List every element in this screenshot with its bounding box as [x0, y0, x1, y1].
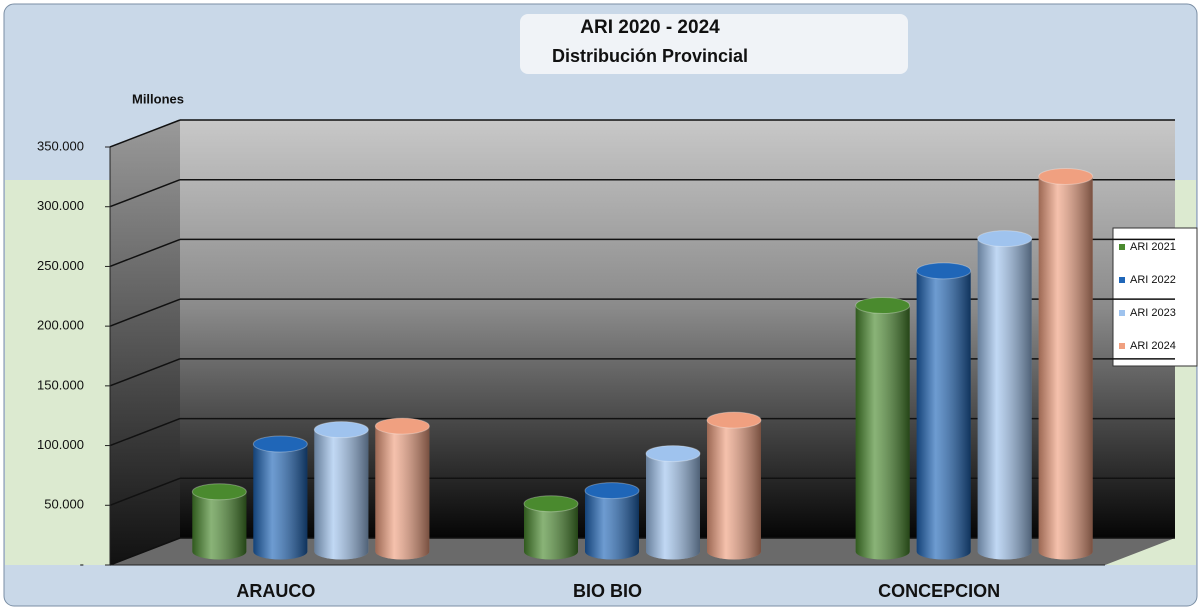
bar	[977, 230, 1033, 560]
bar	[855, 296, 911, 560]
x-tick-label: ARAUCO	[236, 581, 315, 601]
legend-swatch	[1119, 244, 1125, 250]
cylinder-shade	[192, 491, 247, 560]
legend	[1112, 227, 1198, 367]
cylinder-top	[313, 421, 369, 439]
cylinder-shade	[707, 420, 761, 560]
cylinder-top	[191, 483, 247, 501]
y-tick-label: 100.000	[37, 437, 84, 452]
cylinder-shade	[977, 238, 1032, 560]
legend-label: ARI 2021	[1130, 241, 1176, 253]
cylinder-shade	[585, 490, 639, 560]
cylinder-top	[855, 296, 911, 314]
cylinder-top	[374, 417, 430, 435]
bar	[706, 411, 762, 560]
chart-subtitle: Distribución Provincial	[552, 46, 748, 66]
cylinder-top	[916, 262, 972, 280]
chart-title: ARI 2020 - 2024	[580, 17, 720, 38]
grid-line	[109, 477, 181, 506]
cylinder-shade	[375, 426, 430, 560]
grid-line	[109, 238, 181, 268]
bar	[584, 482, 640, 560]
cylinder-shade	[646, 453, 700, 560]
y-tick-label: 350.000	[37, 138, 84, 153]
cylinder-top	[252, 435, 308, 453]
cylinder-shade	[314, 429, 369, 560]
y-tick-label: -	[80, 556, 84, 571]
grid-line	[109, 537, 181, 566]
legend-label: ARI 2024	[1130, 340, 1176, 352]
cylinder-top	[706, 411, 762, 429]
bar	[191, 483, 247, 560]
x-tick-label: CONCEPCION	[878, 581, 1000, 601]
legend-swatch	[1119, 343, 1125, 349]
legend-swatch	[1119, 277, 1125, 283]
cylinder-shade	[855, 305, 910, 560]
grid-line	[109, 358, 181, 387]
legend-label: ARI 2022	[1130, 274, 1176, 286]
y-tick-label: 50.000	[44, 497, 84, 512]
x-tick-label: BIO BIO	[573, 581, 642, 601]
bar	[313, 421, 369, 560]
grid-line	[109, 179, 181, 208]
bar	[523, 495, 579, 560]
cylinder-top	[977, 230, 1033, 248]
cylinder-top	[1038, 167, 1094, 185]
y-tick-label: 250.000	[37, 258, 84, 273]
bar	[252, 435, 308, 560]
side-wall	[110, 120, 180, 565]
y-axis-label: Millones	[132, 91, 184, 106]
grid-line	[109, 298, 181, 327]
grid-line	[109, 417, 181, 447]
y-tick-label: 150.000	[37, 377, 84, 392]
legend-label: ARI 2023	[1130, 307, 1176, 319]
cylinder-top	[645, 445, 701, 463]
cylinder-shade	[916, 270, 971, 560]
cylinder-top	[523, 495, 579, 513]
bar	[374, 417, 430, 560]
bar	[1038, 167, 1094, 560]
bar	[916, 262, 972, 560]
cylinder-shade	[253, 444, 308, 560]
y-tick-label: 300.000	[37, 198, 84, 213]
grid-line	[109, 119, 181, 148]
cylinder-shade	[524, 503, 578, 560]
y-tick-label: 200.000	[37, 318, 84, 333]
bar	[645, 445, 701, 560]
cylinder-top	[584, 482, 640, 500]
legend-swatch	[1119, 310, 1125, 316]
title-box	[520, 14, 908, 74]
cylinder-shade	[1038, 176, 1093, 560]
